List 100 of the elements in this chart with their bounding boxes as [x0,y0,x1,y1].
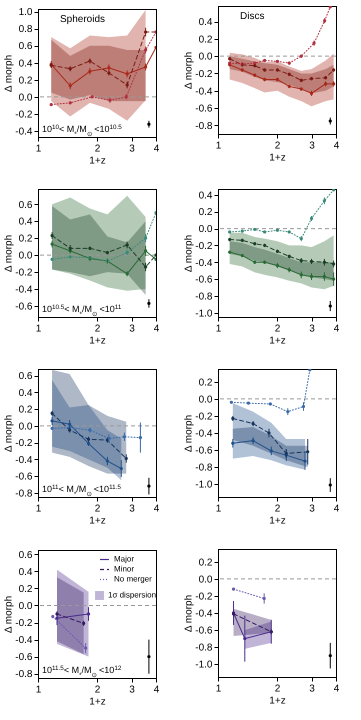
x-tick-label: 3 [309,504,316,514]
x-axis-title: 1+z [89,696,106,708]
y-tick-label: 0.6 [18,41,33,52]
annotation: 10$^{10.5}$< M$_{*}$/M$_{⊙}$ <10$^{11}$ [42,304,122,318]
y-tick-label: 0.0 [18,421,33,432]
y-tick-label: -0.2 [195,591,213,602]
y-tick-label: -1.0 [195,308,213,320]
x-tick-label: 3 [309,684,316,694]
x-tick-label: 1 [36,684,42,696]
y-tick-label: -0.2 [15,268,33,279]
y-axis-title: Δ morph [3,234,14,272]
annotation: 10$^{11.5}$< M$_{*}$/M$_{⊙}$ <10$^{12}$ [42,664,122,678]
y-tick-label: -0.6 [15,652,33,664]
x-tick-label: 3 [129,684,136,696]
y-tick-label: 0.4 [198,190,213,202]
y-tick-label: -0.2 [15,618,33,630]
y-tick-label: -1.0 [195,480,213,491]
x-tick-label: 2 [274,140,281,152]
y-tick-label: -0.2 [195,240,213,252]
x-tick-label: 2 [274,324,281,334]
y-tick-label: -0.6 [15,472,33,483]
y-tick-label: 0.4 [198,17,213,28]
chart-title: Discs [240,11,264,22]
x-tick-label: 4 [334,324,340,334]
y-tick-label: -0.4 [195,428,213,440]
y-tick-label: 0.0 [18,600,33,612]
legend-label: Major [114,554,134,564]
y-tick-label: 0.0 [198,52,213,63]
chart-title: Spheroids [60,14,106,25]
legend-label: Minor [114,564,134,574]
y-tick-label: 0.4 [18,388,33,399]
x-axis-title: 1+z [269,336,286,346]
x-tick-label: 4 [154,144,160,154]
x-axis-title: 1+z [89,156,106,166]
y-tick-label: 0.2 [198,207,213,218]
y-tick-label: 0.6 [18,550,33,561]
y-tick-label: 0.2 [198,557,213,568]
x-tick-label: 2 [94,504,101,514]
y-axis-title: Δ morph [183,414,194,452]
y-tick-label: -0.8 [195,120,213,132]
y-tick-label: -0.6 [195,626,213,637]
x-tick-label: 4 [334,684,340,694]
x-tick-label: 4 [334,504,340,514]
y-tick-label: 0.0 [198,224,213,236]
x-axis-title: 1+z [269,152,286,164]
y-tick-label: -0.4 [195,86,213,98]
annotation: 10$^{11}$< M$_{*}$/M$_{⊙}$ <10$^{11.5}$ [42,484,122,498]
y-tick-label: 0.0 [198,574,213,586]
annotation: 10$^{10}$< M$_{*}$/M$_{⊙}$ <10$^{10.5}$ [42,124,122,138]
x-axis-title: 1+z [269,516,286,526]
x-tick-label: 2 [274,684,281,694]
y-tick-label: 0.4 [18,216,33,228]
y-tick-label: 0.2 [198,34,213,46]
x-axis-title: 1+z [89,516,106,526]
y-tick-label: -0.6 [195,274,213,286]
x-tick-label: 3 [309,140,316,152]
x-tick-label: 2 [94,684,101,696]
annotation: 1σ dispersion [108,590,156,600]
y-tick-label: -0.8 [195,291,213,302]
y-tick-label: -0.4 [195,258,213,269]
y-tick-label: 0.2 [18,234,33,245]
y-tick-label: 0.0 [18,92,33,104]
y-tick-label: -0.4 [15,635,33,646]
y-tick-label: 0.8 [18,24,33,36]
x-tick-label: 2 [94,144,101,154]
y-tick-label: 0.6 [18,200,33,211]
x-tick-label: 1 [216,684,222,694]
x-tick-label: 3 [129,144,136,154]
x-tick-label: 1 [216,140,222,152]
x-tick-label: 1 [216,504,222,514]
y-tick-label: -0.4 [195,608,213,620]
y-axis-title: Δ morph [183,234,194,272]
x-tick-label: 1 [36,504,42,514]
y-tick-label: -0.2 [15,438,33,450]
y-tick-label: 0.0 [18,250,33,262]
y-tick-label: -1.0 [195,660,213,671]
x-tick-label: 4 [154,504,160,514]
y-tick-label: 0.2 [18,75,33,86]
y-tick-label: 0.2 [18,584,33,595]
y-tick-label: -0.6 [195,104,213,115]
x-tick-label: 3 [129,324,136,334]
y-tick-label: -0.2 [15,109,33,120]
y-tick-label: 0.2 [18,404,33,416]
y-tick-label: -0.6 [195,446,213,457]
y-tick-label: 1.0 [18,7,33,18]
y-tick-label: -0.2 [195,411,213,422]
y-axis-title: Δ morph [3,596,14,634]
y-tick-label: -0.4 [15,454,33,466]
y-tick-label: -0.6 [15,301,33,312]
y-tick-label: -0.4 [15,284,33,296]
x-tick-label: 4 [334,140,340,152]
y-tick-label: 0.6 [18,371,33,382]
y-tick-label: -0.8 [15,669,33,680]
x-tick-label: 1 [36,324,42,334]
x-tick-label: 4 [154,684,160,696]
y-tick-label: -0.8 [195,642,213,654]
y-axis-title: Δ morph [183,594,194,632]
x-tick-label: 1 [216,324,222,334]
y-axis-title: Δ morph [183,52,194,90]
y-tick-label: 0.2 [198,377,213,388]
